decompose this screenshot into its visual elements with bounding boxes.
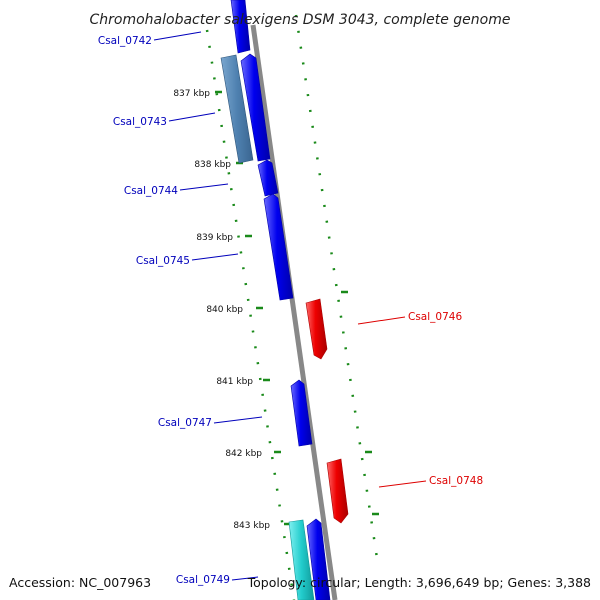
gene-csal-0743[interactable]	[240, 53, 271, 162]
genome-summary-text: Topology: circular; Length: 3,696,649 bp…	[247, 575, 591, 590]
gene-label-csal-0743[interactable]: Csal_0743	[113, 116, 167, 128]
kbp-tick-marks	[215, 90, 379, 526]
kbp-label: 841 kbp	[216, 377, 253, 387]
kbp-label: 839 kbp	[196, 233, 233, 243]
kbp-labels: 837 kbp 838 kbp 839 kbp 840 kbp 841 kbp …	[173, 89, 270, 531]
gc-track-left	[205, 29, 296, 600]
gene-label-csal-0749[interactable]: Csal_0749	[176, 574, 230, 586]
gene-labels: Csal_0742 Csal_0743 Csal_0744 Csal_0745 …	[98, 35, 483, 586]
label-leader-lines	[153, 31, 427, 581]
gene-label-csal-0747[interactable]: Csal_0747	[158, 417, 212, 429]
gene-csal-0744[interactable]	[257, 159, 279, 197]
gene-label-csal-0745[interactable]: Csal_0745	[136, 255, 190, 267]
gene-label-csal-0742[interactable]: Csal_0742	[98, 35, 152, 47]
genome-backbone	[250, 24, 338, 600]
gene-label-csal-0744[interactable]: Csal_0744	[124, 185, 178, 197]
kbp-label: 840 kbp	[206, 305, 243, 315]
kbp-label: 837 kbp	[173, 89, 210, 99]
kbp-label: 843 kbp	[233, 521, 270, 531]
kbp-label: 838 kbp	[194, 160, 231, 170]
gene-csal-0749[interactable]	[306, 518, 331, 600]
gene-csal-0746[interactable]	[305, 298, 328, 360]
gene-csal-0748[interactable]	[326, 458, 349, 524]
gene-csal-0747[interactable]	[290, 379, 313, 447]
gene-features	[220, 0, 349, 600]
gene-csal-0742[interactable]	[230, 0, 251, 54]
gene-label-csal-0748[interactable]: Csal_0748	[429, 475, 483, 487]
gene-csal-0745[interactable]	[263, 193, 294, 301]
kbp-label: 842 kbp	[225, 449, 262, 459]
feature-csal-0749-cyan[interactable]	[288, 519, 315, 600]
feature-csal-0743-light[interactable]	[220, 54, 254, 164]
gene-label-csal-0746[interactable]: Csal_0746	[408, 311, 462, 323]
genome-title: Chromohalobacter salexigens DSM 3043, co…	[90, 12, 511, 28]
accession-text: Accession: NC_007963	[9, 575, 151, 590]
